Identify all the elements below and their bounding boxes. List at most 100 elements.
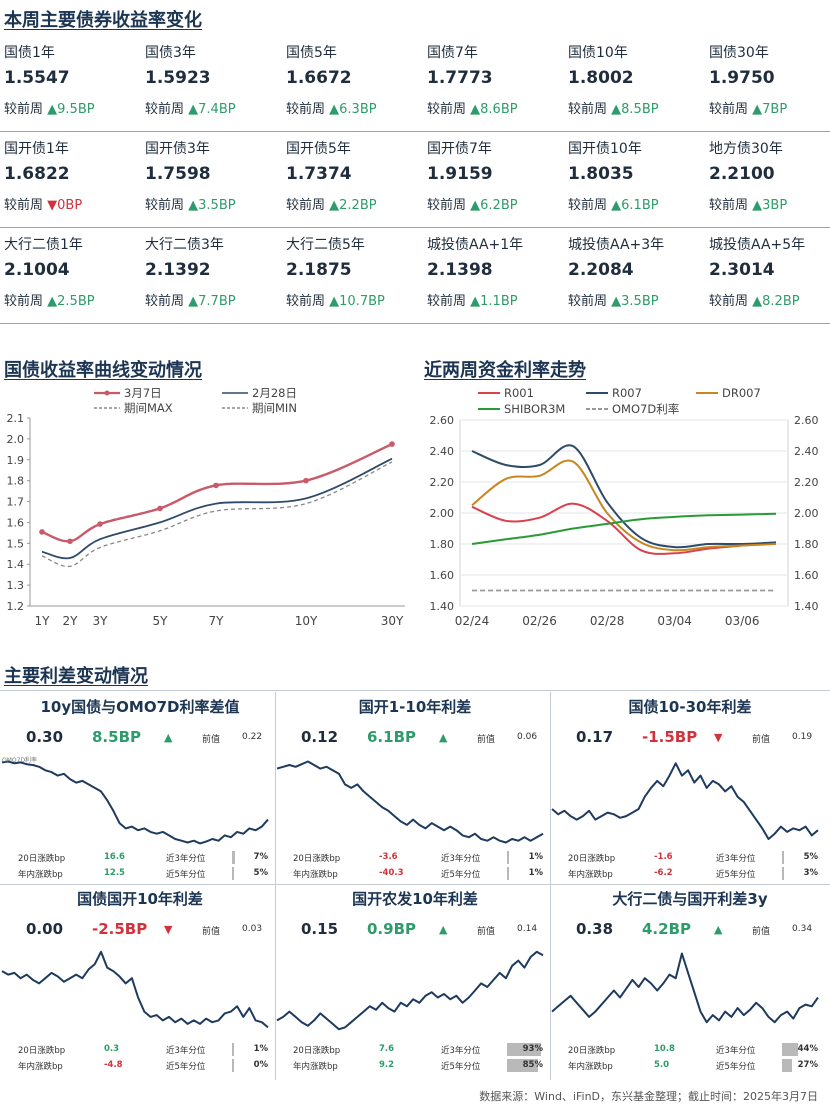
sparkline-path: [551, 952, 819, 1024]
stats-row: 年内涨跌bp 5.0 近5年分位 27%: [554, 1058, 826, 1074]
weekly-yield-title: 本周主要债券收益率变化: [4, 10, 202, 31]
y-tick-label-right: 2.40: [794, 445, 819, 458]
bond-change: 较前周 ▲9.5BP: [4, 98, 142, 117]
change-prefix: 较前周: [4, 198, 44, 213]
spread-panel-title: 国开农发10年利差: [352, 890, 478, 908]
change-amount: 7.7BP: [198, 294, 236, 309]
bond-name: 大行二债3年: [145, 237, 224, 253]
bond-cell: 城投债AA+1年 2.1398 较前周 ▲1.1BP: [427, 234, 565, 309]
bond-name: 国开债1年: [4, 141, 69, 157]
bond-change: 较前周 ▲2.2BP: [286, 194, 424, 213]
bond-cell: 国开债5年 1.7374 较前周 ▲2.2BP: [286, 138, 424, 213]
change-prefix: 较前周: [4, 294, 44, 309]
stats-row: 年内涨跌bp -6.2 近5年分位 3%: [554, 866, 826, 882]
y-tick-label: 1.7: [7, 496, 25, 509]
bond-yield: 1.5547: [4, 68, 70, 88]
spread-value: 0.00: [26, 920, 64, 938]
prev-value: 0.03: [242, 924, 263, 934]
stat-value: 9.2: [379, 1060, 395, 1070]
bond-row: 国债1年 1.5547 较前周 ▲9.5BP 国债3年 1.5923 较前周 ▲7.4BP…: [0, 36, 830, 132]
spread-header: 0.00 -2.5BP ▼ 前值 0.03: [4, 920, 276, 944]
bond-cell: 城投债AA+3年 2.2084 较前周 ▲3.5BP: [568, 234, 706, 309]
bond-name: 国开债3年: [145, 141, 210, 157]
stat-label: 20日涨跌bp: [18, 854, 66, 864]
change-prefix: 较前周: [427, 102, 467, 117]
spread-stats: 20日涨跌bp 7.6 近3年分位 93% 年内涨跌bp 9.2 近5年分位 85%: [279, 1042, 551, 1074]
y-tick-label-left: 1.60: [430, 569, 455, 582]
percentile-bar: [507, 1059, 538, 1072]
bond-name: 城投债AA+5年: [709, 237, 806, 253]
bond-yield-grid: 国债1年 1.5547 较前周 ▲9.5BP 国债3年 1.5923 较前周 ▲7.4BP…: [0, 36, 830, 324]
bond-change: 较前周 ▲8.6BP: [427, 98, 565, 117]
change-amount: 8.2BP: [762, 294, 800, 309]
percentile-bar: [507, 867, 509, 880]
bond-name: 国债5年: [286, 45, 337, 61]
stat-label: 年内涨跌bp: [568, 1062, 613, 1072]
percentile-value: 1%: [528, 868, 543, 878]
percentile-bar: [782, 1059, 792, 1072]
bond-change: 较前周 ▲7BP: [709, 98, 830, 117]
spread-panel-title: 国开1-10年利差: [358, 698, 472, 716]
prev-value: 0.14: [517, 924, 538, 934]
sparkline-chart: [276, 760, 544, 844]
stat-value: -6.2: [654, 868, 673, 878]
stats-row: 20日涨跌bp 10.8 近3年分位 44%: [554, 1042, 826, 1058]
prev-value: 0.34: [792, 924, 813, 934]
stat-label: 年内涨跌bp: [568, 870, 613, 880]
stat-label: 年内涨跌bp: [293, 870, 338, 880]
spread-value: 0.38: [576, 920, 614, 938]
stats-row: 20日涨跌bp -1.6 近3年分位 5%: [554, 850, 826, 866]
spread-panel-title: 国债10-30年利差: [628, 698, 752, 716]
data-point: [389, 441, 395, 447]
spread-value: 0.15: [301, 920, 339, 938]
y-tick-label-left: 2.00: [430, 507, 455, 520]
x-tick-label: 5Y: [153, 614, 169, 628]
sparkline-path: [276, 950, 544, 1031]
percentile-value: 85%: [522, 1060, 543, 1070]
bond-yield: 1.5923: [145, 68, 211, 88]
y-tick-label-right: 1.60: [794, 569, 819, 582]
percentile-bar: [232, 1043, 234, 1056]
y-tick-label: 1.2: [7, 600, 25, 613]
y-tick-label-left: 1.80: [430, 538, 455, 551]
bond-name: 国债7年: [427, 45, 478, 61]
up-triangle-icon: ▲: [466, 198, 481, 213]
bond-yield: 2.1398: [427, 260, 493, 280]
data-point: [39, 529, 45, 535]
bond-cell: 大行二债5年 2.1875 较前周 ▲10.7BP: [286, 234, 424, 309]
spread-panel: 国开1-10年利差 0.12 6.1BP ▲ 前值 0.06 20日涨跌bp -3.6 近3年分…: [276, 692, 551, 884]
spread-header: 0.17 -1.5BP ▼ 前值 0.19: [554, 728, 826, 752]
down-triangle-icon: ▼: [43, 198, 58, 213]
bond-change: 较前周 ▲2.5BP: [4, 290, 142, 309]
bond-name: 大行二债5年: [286, 237, 365, 253]
bond-name: 国债3年: [145, 45, 196, 61]
spread-panel: 大行二债与国开利差3y 0.38 4.2BP ▲ 前值 0.34 20日涨跌bp 10.8 近3…: [551, 884, 826, 1076]
y-tick-label-right: 2.00: [794, 507, 819, 520]
sparkline-path: [1, 760, 269, 845]
y-tick-label: 1.3: [7, 579, 25, 592]
bond-yield: 2.2100: [709, 164, 775, 184]
bond-name: 地方债30年: [709, 141, 783, 157]
stat-value: 10.8: [654, 1044, 675, 1054]
panel-divider: [0, 884, 830, 885]
x-tick-label: 02/26: [522, 614, 557, 628]
curve-chart-title: 国债收益率曲线变动情况: [4, 360, 202, 381]
legend-label: R007: [612, 386, 642, 400]
spread-panel: 国开农发10年利差 0.15 0.9BP ▲ 前值 0.14 20日涨跌bp 7.6 近3年分位…: [276, 884, 551, 1076]
bond-row: 国开债1年 1.6822 较前周 ▼0BP 国开债3年 1.7598 较前周 ▲3.5BP…: [0, 132, 830, 228]
bond-yield: 1.7598: [145, 164, 211, 184]
y-tick-label-right: 2.60: [794, 414, 819, 427]
percentile-value: 1%: [528, 852, 543, 862]
legend-label: SHIBOR3M: [504, 402, 565, 416]
change-amount: 7BP: [762, 102, 788, 117]
pct-label: 近5年分位: [716, 1062, 756, 1072]
prev-value: 0.06: [517, 732, 538, 742]
change-amount: 0BP: [57, 198, 83, 213]
bond-change: 较前周 ▲1.1BP: [427, 290, 565, 309]
change-prefix: 较前周: [145, 198, 185, 213]
bond-cell: 国债3年 1.5923 较前周 ▲7.4BP: [145, 42, 283, 117]
up-triangle-icon: ▲: [325, 198, 340, 213]
pct-label: 近3年分位: [166, 1046, 206, 1056]
bond-yield: 2.1004: [4, 260, 70, 280]
up-triangle-icon: ▲: [607, 102, 622, 117]
